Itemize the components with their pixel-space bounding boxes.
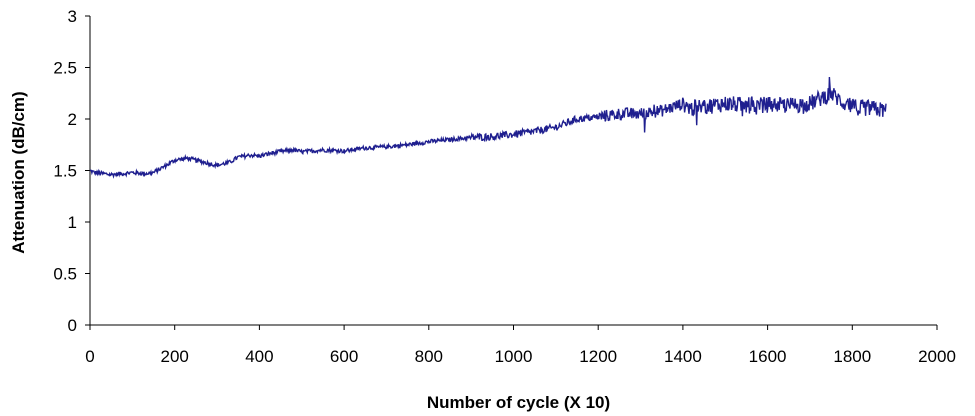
x-tick-label: 1600 [749,347,787,366]
y-tick-label: 2.5 [53,59,77,78]
x-tick-label: 400 [245,347,273,366]
y-tick-label: 2 [68,110,77,129]
y-tick-label: 0 [68,316,77,335]
y-tick-label: 0.5 [53,265,77,284]
y-tick-label: 1.5 [53,162,77,181]
x-tick-label: 800 [415,347,443,366]
x-tick-label: 1400 [664,347,702,366]
x-tick-label: 1000 [495,347,533,366]
attenuation-series-line [89,76,887,179]
x-tick-label: 1200 [579,347,617,366]
x-tick-label: 600 [330,347,358,366]
x-axis-ticks: 0 200 400 600 800 1000 1200 1400 1600 1800 2000 [85,325,956,366]
x-tick-label: 1800 [833,347,871,366]
y-tick-label: 1 [68,213,77,232]
y-axis-title: Attenuation (dB/cm) [9,91,28,253]
x-tick-label: 0 [85,347,94,366]
x-tick-label: 2000 [918,347,956,366]
x-tick-label: 200 [161,347,189,366]
y-axis-ticks: 0 0.5 1 1.5 2 2.5 3 [53,7,90,335]
x-axis-title: Number of cycle (X 10) [427,393,610,412]
y-tick-label: 3 [68,7,77,26]
